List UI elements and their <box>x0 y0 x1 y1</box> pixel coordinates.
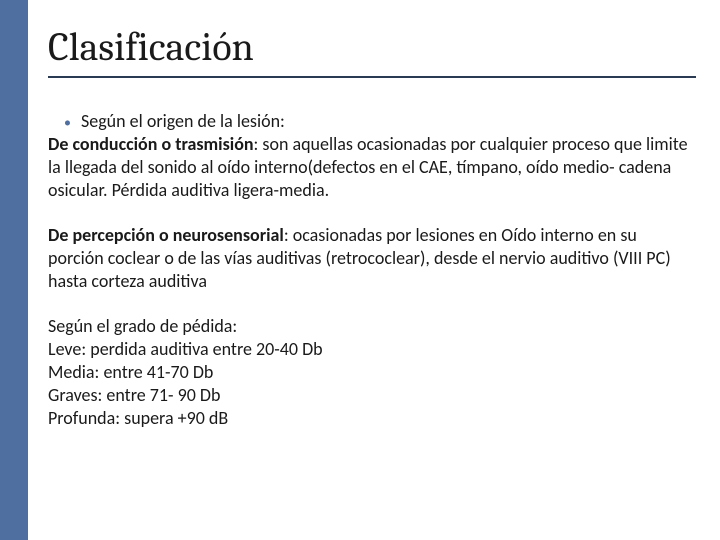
left-accent-bar <box>0 0 28 540</box>
grade-line: Graves: entre 71- 90 Db <box>48 384 696 407</box>
slide-title: Clasificación <box>48 24 696 70</box>
bullet-icon: • <box>64 113 71 133</box>
grade-line: Profunda: supera +90 dB <box>48 407 696 430</box>
title-underline <box>48 76 696 78</box>
grade-line: Media: entre 41-70 Db <box>48 361 696 384</box>
para2-bold: De percepción o neurosensorial <box>48 224 284 246</box>
paragraph-percepcion: De percepción o neurosensorial: ocasiona… <box>48 224 696 293</box>
paragraph-conduccion: De conducción o trasmisión: son aquellas… <box>48 133 696 202</box>
para1-bold: De conducción o trasmisión <box>48 133 254 155</box>
bullet-item: • Según el origen de la lesión: <box>48 110 696 133</box>
bullet-text: Según el origen de la lesión: <box>81 110 285 133</box>
slide-content: Clasificación • Según el origen de la le… <box>48 24 696 430</box>
grade-line: Leve: perdida auditiva entre 20-40 Db <box>48 338 696 361</box>
grade-block: Según el grado de pédida: Leve: perdida … <box>48 315 696 430</box>
slide-body: • Según el origen de la lesión: De condu… <box>48 110 696 430</box>
grade-intro: Según el grado de pédida: <box>48 315 696 338</box>
